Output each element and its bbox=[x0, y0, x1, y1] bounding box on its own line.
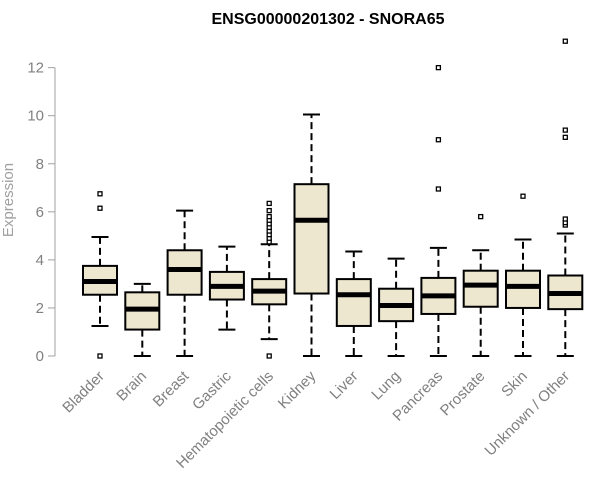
y-axis-title: Expression bbox=[0, 163, 17, 237]
box-gastric bbox=[208, 245, 245, 331]
outlier-point bbox=[97, 191, 103, 197]
outlier-point bbox=[562, 216, 568, 222]
x-tick-label: Lung bbox=[368, 368, 404, 404]
outlier-point bbox=[266, 353, 272, 359]
outlier-point bbox=[266, 213, 272, 220]
box-unknown-other bbox=[547, 38, 584, 357]
box-prostate bbox=[462, 213, 499, 357]
boxes-layer bbox=[82, 38, 584, 359]
outlier-point bbox=[435, 137, 442, 143]
box-pancreas bbox=[420, 64, 457, 357]
outlier-point bbox=[97, 205, 103, 211]
outlier-point bbox=[478, 213, 484, 220]
iqr-box bbox=[166, 249, 203, 296]
y-tick-label: 6 bbox=[36, 204, 44, 221]
iqr-box bbox=[335, 278, 372, 327]
y-tick-label: 10 bbox=[27, 108, 44, 125]
outlier-point bbox=[435, 186, 442, 192]
box-skin bbox=[505, 193, 541, 357]
outlier-point bbox=[520, 193, 526, 199]
box-lung bbox=[378, 257, 415, 357]
y-tick-label: 8 bbox=[36, 156, 44, 173]
outlier-point bbox=[97, 353, 103, 359]
box-liver bbox=[335, 250, 372, 357]
box-kidney bbox=[293, 113, 330, 357]
iqr-box bbox=[462, 269, 499, 308]
y-tick-label: 2 bbox=[36, 300, 44, 317]
y-tick-label: 4 bbox=[36, 252, 44, 269]
box-brain bbox=[124, 282, 161, 357]
x-tick-label: Bladder bbox=[59, 368, 108, 417]
box-breast bbox=[166, 209, 203, 357]
outlier-point bbox=[562, 127, 568, 133]
x-tick-label: Liver bbox=[327, 368, 362, 403]
box-hematopoietic-cells bbox=[251, 200, 288, 359]
x-tick-label: Skin bbox=[498, 368, 531, 401]
iqr-box bbox=[505, 269, 541, 309]
outlier-point bbox=[266, 207, 272, 214]
y-axis: 0 2 4 6 8 10 12 bbox=[27, 60, 56, 365]
outlier-point bbox=[562, 38, 568, 44]
x-tick-label: Kidney bbox=[275, 367, 320, 412]
outlier-point bbox=[266, 200, 272, 207]
outlier-point bbox=[562, 134, 568, 140]
x-tick-label: Brain bbox=[113, 368, 150, 405]
y-tick-label: 12 bbox=[27, 60, 44, 77]
x-tick-label: Prostate bbox=[437, 368, 489, 420]
x-tick-label: Breast bbox=[150, 367, 193, 410]
box-bladder bbox=[82, 191, 118, 359]
chart-title: ENSG00000201302 - SNORA65 bbox=[211, 11, 444, 28]
y-tick-label: 0 bbox=[36, 348, 44, 365]
outlier-point bbox=[435, 64, 442, 71]
iqr-box bbox=[293, 183, 330, 295]
